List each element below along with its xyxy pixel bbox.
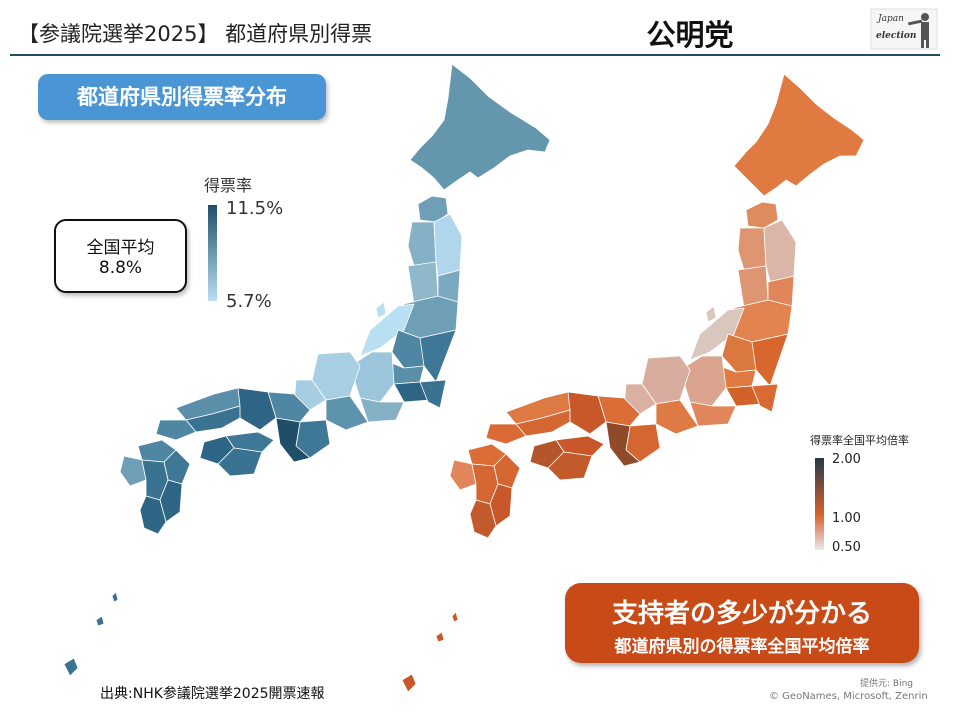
region-shizuoka — [359, 397, 405, 423]
national-average-label: 全国平均 — [86, 238, 155, 258]
region-saga-nagasaki — [449, 459, 477, 491]
left-map-banner: 都道府県別得票率分布 — [38, 74, 326, 120]
right-map-banner: 支持者の多少が分かる 都道府県別の得票率全国平均倍率 — [565, 583, 919, 663]
region-chiba — [419, 379, 447, 409]
region-chiba — [751, 383, 779, 413]
region-shizuoka — [689, 401, 737, 427]
right-banner-subtitle: 都道府県別の得票率全国平均倍率 — [614, 637, 870, 657]
logo-text: election — [876, 31, 917, 41]
region-kagoshima — [469, 499, 497, 539]
region-niigata — [689, 307, 745, 361]
right-legend-max: 2.00 — [832, 452, 861, 467]
data-source: 出典:NHK参議院選挙2025開票速報 — [100, 686, 325, 702]
left-legend-min: 5.7% — [226, 291, 272, 312]
region-wakayama — [605, 421, 641, 467]
right-banner-headline: 支持者の多少が分かる — [611, 599, 872, 629]
region-kochi — [547, 451, 593, 481]
region-kagoshima — [139, 495, 167, 535]
party-name: 公明党 — [646, 18, 734, 52]
region-miyazaki — [159, 479, 183, 523]
right-legend-mid: 1.00 — [832, 511, 861, 526]
region-iwate — [763, 219, 797, 283]
national-average-value: 8.8% — [98, 258, 143, 278]
region-sado — [705, 305, 717, 323]
region-hokkaido — [409, 63, 551, 191]
map-credit: 提供元: Bing — [860, 679, 913, 689]
left-legend-gradient — [208, 205, 217, 301]
region-aomori — [417, 195, 449, 223]
region-yamaguchi — [155, 419, 197, 441]
region-yamaguchi — [485, 423, 527, 445]
right-legend-title: 得票率全国平均倍率 — [810, 434, 909, 447]
region-nagano — [679, 355, 727, 407]
header-divider — [10, 54, 940, 56]
region-hokkaido — [733, 73, 865, 197]
right-legend-min: 0.50 — [832, 540, 861, 555]
region-kochi — [217, 447, 263, 477]
region-okinawa-islands — [63, 591, 119, 677]
national-average-box: 全国平均 8.8% — [54, 219, 187, 293]
region-miyazaki — [489, 483, 513, 527]
left-legend-max: 11.5% — [226, 198, 284, 219]
map-credit: © GeoNames, Microsoft, Zenrin — [769, 691, 928, 702]
region-aichi — [325, 395, 369, 431]
region-aomori — [745, 201, 779, 229]
logo-text: Japan — [878, 14, 904, 24]
region-sado — [375, 301, 387, 319]
region-niigata — [359, 303, 415, 357]
left-legend-title: 得票率 — [204, 176, 253, 195]
region-aichi — [655, 399, 699, 435]
page-title: 【参議院選挙2025】 都道府県別得票 — [18, 22, 373, 46]
region-akita — [737, 227, 767, 271]
japan-election-logo-icon — [870, 8, 938, 50]
region-ibaraki — [751, 333, 789, 387]
region-okinawa-islands — [401, 611, 459, 693]
region-wakayama — [275, 417, 311, 463]
region-saga-nagasaki — [119, 455, 147, 487]
right-legend-gradient — [815, 458, 824, 550]
